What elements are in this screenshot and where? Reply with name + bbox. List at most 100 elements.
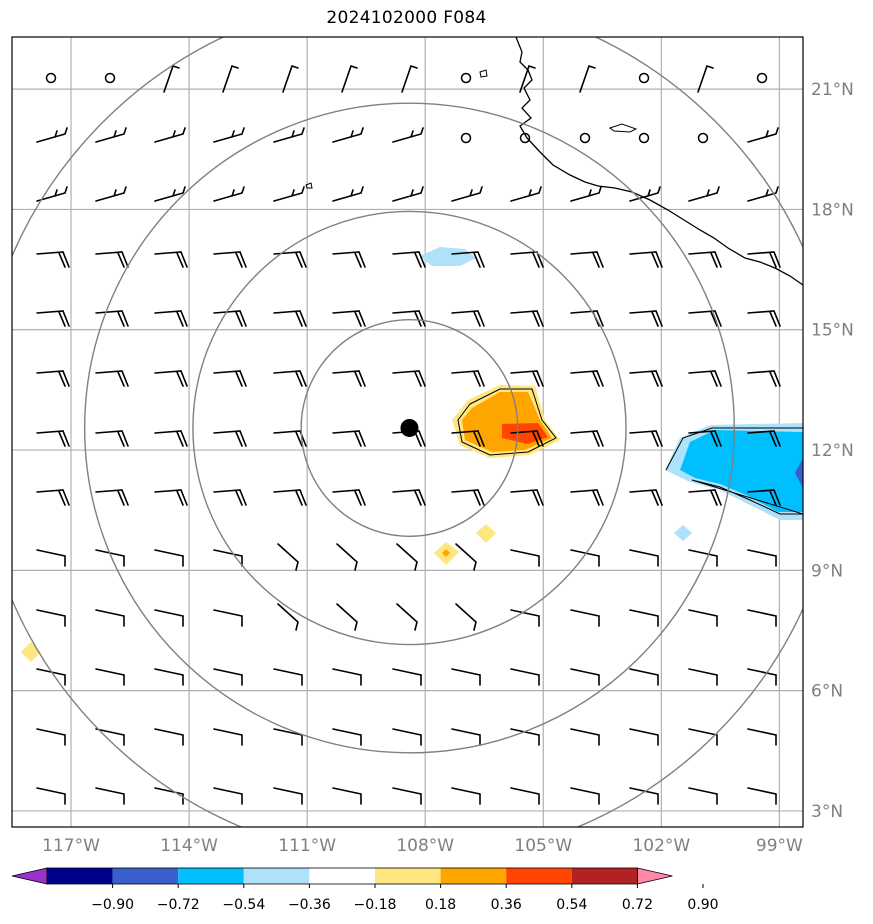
- wind-barb: [510, 310, 544, 327]
- wind-barb: [332, 186, 364, 202]
- wind-barb: [451, 728, 481, 746]
- range-ring: [83, 102, 735, 754]
- colorbar: [11, 867, 673, 885]
- range-rings: [12, 37, 803, 827]
- wind-barb: [392, 489, 426, 506]
- longitude-label: 105°W: [514, 836, 572, 856]
- wind-barb: [747, 251, 781, 268]
- range-ring: [192, 210, 627, 646]
- colorbar-tick-label: −0.54: [222, 897, 265, 913]
- wind-barb: [95, 127, 127, 143]
- wind-barb: [154, 310, 188, 327]
- wind-barb: [154, 489, 188, 506]
- wind-barb: [688, 728, 718, 746]
- wind-barb: [451, 668, 481, 686]
- latitude-label: 18°N: [811, 200, 854, 220]
- map-frame: [11, 36, 804, 828]
- wind-barb: [154, 251, 188, 268]
- wind-barb: [36, 310, 70, 327]
- shading-fields: [21, 247, 803, 662]
- wind-barb: [510, 609, 540, 627]
- wind-barb: [570, 310, 604, 327]
- wind-barb: [688, 430, 722, 447]
- wind-barb: [570, 489, 604, 506]
- longitude-label: 108°W: [396, 836, 454, 856]
- wind-barb: [95, 251, 129, 268]
- range-ring: [300, 319, 519, 537]
- calm-wind-marker: [104, 72, 116, 84]
- wind-barb: [688, 251, 722, 268]
- longitude-label: 111°W: [278, 836, 336, 856]
- wind-barb: [332, 310, 366, 327]
- colorbar-segment: [506, 868, 572, 884]
- colorbar-tick-label: −0.90: [91, 897, 134, 913]
- wind-barb: [688, 549, 718, 567]
- wind-barb: [36, 787, 66, 805]
- negative-anomaly-core: [680, 430, 803, 512]
- island-shape: [479, 69, 488, 78]
- coastline: [305, 37, 803, 286]
- wind-barb: [747, 787, 777, 805]
- wind-barb: [570, 609, 600, 627]
- wind-barb: [570, 549, 600, 567]
- wind-barb: [154, 370, 188, 387]
- wind-barb: [273, 430, 307, 447]
- colorbar-tick-label: −0.72: [157, 897, 200, 913]
- latitude-label: 9°N: [811, 561, 843, 581]
- negative-anomaly-peak: [795, 458, 803, 488]
- wind-barb: [747, 310, 781, 327]
- latitude-label: 6°N: [811, 682, 843, 702]
- wind-barb: [273, 668, 303, 686]
- wind-barb: [341, 64, 358, 93]
- wind-barb: [95, 549, 125, 567]
- wind-barb: [222, 64, 239, 93]
- wind-barb: [213, 370, 247, 387]
- wind-barb: [95, 370, 129, 387]
- calm-wind-marker: [519, 132, 531, 144]
- wind-barb: [154, 430, 188, 447]
- wind-barb: [747, 668, 777, 686]
- wind-barb: [332, 728, 362, 746]
- wind-barb: [455, 603, 477, 631]
- wind-barb: [747, 186, 779, 202]
- positive-anomaly-spot: [476, 524, 496, 543]
- wind-barb: [213, 251, 247, 268]
- wind-barb: [95, 609, 125, 627]
- colorbar-frame: [46, 867, 638, 885]
- wind-barb: [95, 186, 127, 202]
- gridlines: [12, 37, 803, 827]
- wind-barb: [392, 310, 426, 327]
- wind-barb: [392, 251, 426, 268]
- wind-barb: [747, 489, 781, 506]
- wind-barb: [332, 127, 364, 143]
- wind-barb: [629, 310, 663, 327]
- wind-barb: [273, 127, 305, 143]
- colorbar-tick-label: 0.54: [556, 897, 587, 913]
- wind-barb: [510, 787, 540, 805]
- calm-wind-marker: [45, 72, 57, 84]
- longitude-label: 102°W: [632, 836, 690, 856]
- wind-barb: [273, 489, 307, 506]
- calm-wind-marker: [460, 72, 472, 84]
- map-title: 2024102000 F084: [326, 8, 487, 28]
- wind-barb: [629, 370, 663, 387]
- wind-barb: [336, 603, 358, 631]
- colorbar-tick-labels: −0.90 −0.72 −0.54 −0.36 −0.18 0.18 0.36 0.54 0.7…: [91, 884, 719, 913]
- longitude-label: 117°W: [42, 836, 100, 856]
- wind-barb: [154, 549, 184, 567]
- colorbar-tick-label: −0.36: [288, 897, 331, 913]
- latitude-label: 12°N: [811, 441, 854, 461]
- wind-barb: [510, 728, 540, 746]
- wind-barb: [688, 787, 718, 805]
- wind-barb: [332, 251, 366, 268]
- wind-barb: [688, 609, 718, 627]
- wind-barb: [213, 728, 243, 746]
- wind-barb: [332, 787, 362, 805]
- wind-barb: [392, 370, 426, 387]
- wind-barb: [570, 430, 604, 447]
- colorbar-tick-label: 0.18: [425, 897, 456, 913]
- calm-wind-marker: [756, 72, 768, 84]
- wind-barb: [629, 489, 663, 506]
- wind-barb: [213, 127, 245, 143]
- colorbar-segment: [440, 868, 507, 884]
